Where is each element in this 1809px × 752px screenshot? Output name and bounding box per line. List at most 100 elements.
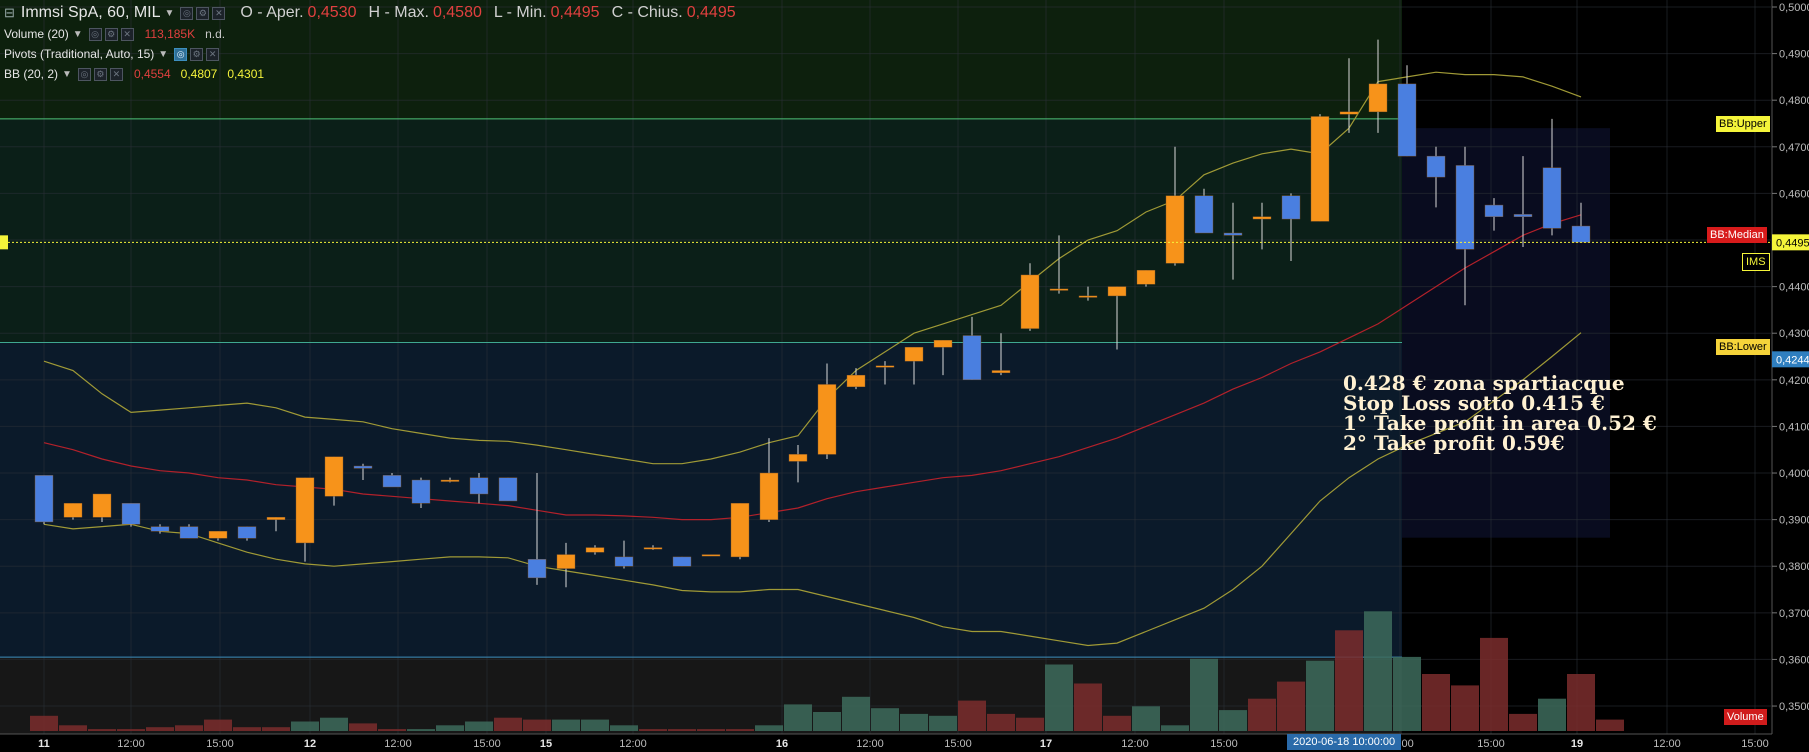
annotation-line: 1° Take profit in area 0.52 € — [1343, 411, 1657, 435]
volume-bar — [842, 696, 870, 731]
zone-below-s1 — [0, 657, 1402, 734]
volume-bar — [436, 725, 464, 731]
chevron-down-icon[interactable]: ▼ — [72, 28, 83, 40]
candle-body — [1426, 155, 1446, 178]
candle-body — [1397, 83, 1417, 157]
collapse-icon[interactable]: ⊟ — [4, 5, 15, 20]
time-axis — [0, 734, 1809, 752]
legend-volume: Volume (20) ▼ ◎ ⚙ ✕ 113,185K n.d. — [4, 27, 225, 41]
candle-body — [1513, 214, 1533, 217]
last-price-label: 0,4495 — [1776, 237, 1809, 249]
volume-bar — [581, 719, 609, 731]
settings-icon[interactable]: ⚙ — [196, 6, 210, 20]
candle-body — [208, 531, 228, 539]
eye-icon[interactable]: ◎ — [88, 27, 102, 41]
volume-bar — [1451, 685, 1479, 731]
volume-bar — [1074, 683, 1102, 731]
volume-bar — [1567, 674, 1595, 731]
candle-body — [1310, 116, 1330, 222]
candle-body — [1165, 195, 1185, 264]
volume-bar — [1480, 637, 1508, 731]
candle-body — [1281, 195, 1301, 220]
price-marker-box — [1772, 351, 1809, 368]
volume-bar — [30, 715, 58, 731]
eye-icon[interactable]: ◎ — [174, 47, 188, 61]
candle-body — [817, 384, 837, 455]
candle-body — [788, 454, 808, 462]
volume-bar — [900, 713, 928, 731]
settings-icon[interactable]: ⚙ — [104, 27, 118, 41]
candle-body — [469, 477, 489, 495]
time-tick-label: 15:00 — [944, 738, 972, 750]
chevron-down-icon[interactable]: ▼ — [158, 48, 169, 60]
bb-upper-tag: BB:Upper — [1716, 116, 1770, 132]
bb-indicator-title[interactable]: BB (20, 2) — [4, 67, 59, 81]
volume-bar — [1103, 715, 1131, 731]
time-tick-label: 12:00 — [384, 738, 412, 750]
volume-bar — [1190, 658, 1218, 731]
candle-body — [1571, 225, 1591, 243]
price-axis — [1772, 0, 1809, 752]
volume-bar — [146, 727, 174, 731]
eye-icon[interactable]: ◎ — [180, 6, 194, 20]
volume-bar — [523, 719, 551, 731]
candle-body — [1194, 195, 1214, 234]
candle-body — [759, 472, 779, 520]
time-tick-label: 12:00 — [1653, 738, 1681, 750]
volume-bar — [1161, 725, 1189, 731]
candle-body — [1252, 216, 1272, 220]
close-icon[interactable]: ✕ — [109, 67, 123, 81]
candle-body — [933, 340, 953, 348]
candle-body — [1339, 111, 1359, 115]
candle-body — [556, 554, 576, 569]
candle-body — [585, 547, 605, 553]
chevron-down-icon[interactable]: ▼ — [62, 68, 72, 80]
volume-bar — [871, 708, 899, 731]
volume-indicator-title[interactable]: Volume (20) — [4, 27, 69, 41]
close-icon[interactable]: ✕ — [212, 6, 226, 20]
settings-icon[interactable]: ⚙ — [190, 47, 204, 61]
candle-body — [1455, 165, 1475, 250]
candle-body — [962, 335, 982, 381]
candle-body — [353, 465, 373, 469]
volume-bar — [929, 715, 957, 731]
trade-annotation[interactable]: 0.428 € zona spartiacque Stop Loss sotto… — [1343, 373, 1657, 453]
symbol-title[interactable]: Immsi SpA, 60, MIL — [20, 4, 161, 21]
chevron-down-icon[interactable]: ▼ — [164, 7, 175, 19]
time-tick-label: 15:00 — [1477, 738, 1505, 750]
candle-body — [92, 493, 112, 518]
volume-bar — [1248, 698, 1276, 731]
candle-body — [730, 503, 750, 558]
time-tick-label: 12:00 — [1121, 738, 1149, 750]
candle-body — [991, 370, 1011, 374]
volume-bar — [697, 729, 725, 731]
settings-icon[interactable]: ⚙ — [93, 67, 107, 81]
close-icon[interactable]: ✕ — [120, 27, 134, 41]
candle-body — [295, 477, 315, 544]
eye-icon[interactable]: ◎ — [77, 67, 91, 81]
volume-bar — [291, 721, 319, 731]
candle-body — [643, 547, 663, 550]
volume-bar — [610, 725, 638, 731]
candle-body — [411, 479, 431, 504]
volume-bar — [668, 729, 696, 731]
low-value: 0,4495 — [550, 4, 600, 21]
candle-body — [701, 554, 721, 557]
close-icon[interactable]: ✕ — [206, 47, 220, 61]
volume-bar — [1596, 719, 1624, 731]
zone-p-r1 — [0, 118, 1402, 343]
pivots-indicator-title[interactable]: Pivots (Traditional, Auto, 15) — [4, 47, 155, 61]
time-tick-label: 12:00 — [856, 738, 884, 750]
volume-bar — [784, 704, 812, 731]
volume-bar — [1306, 660, 1334, 731]
volume-bar — [233, 727, 261, 731]
